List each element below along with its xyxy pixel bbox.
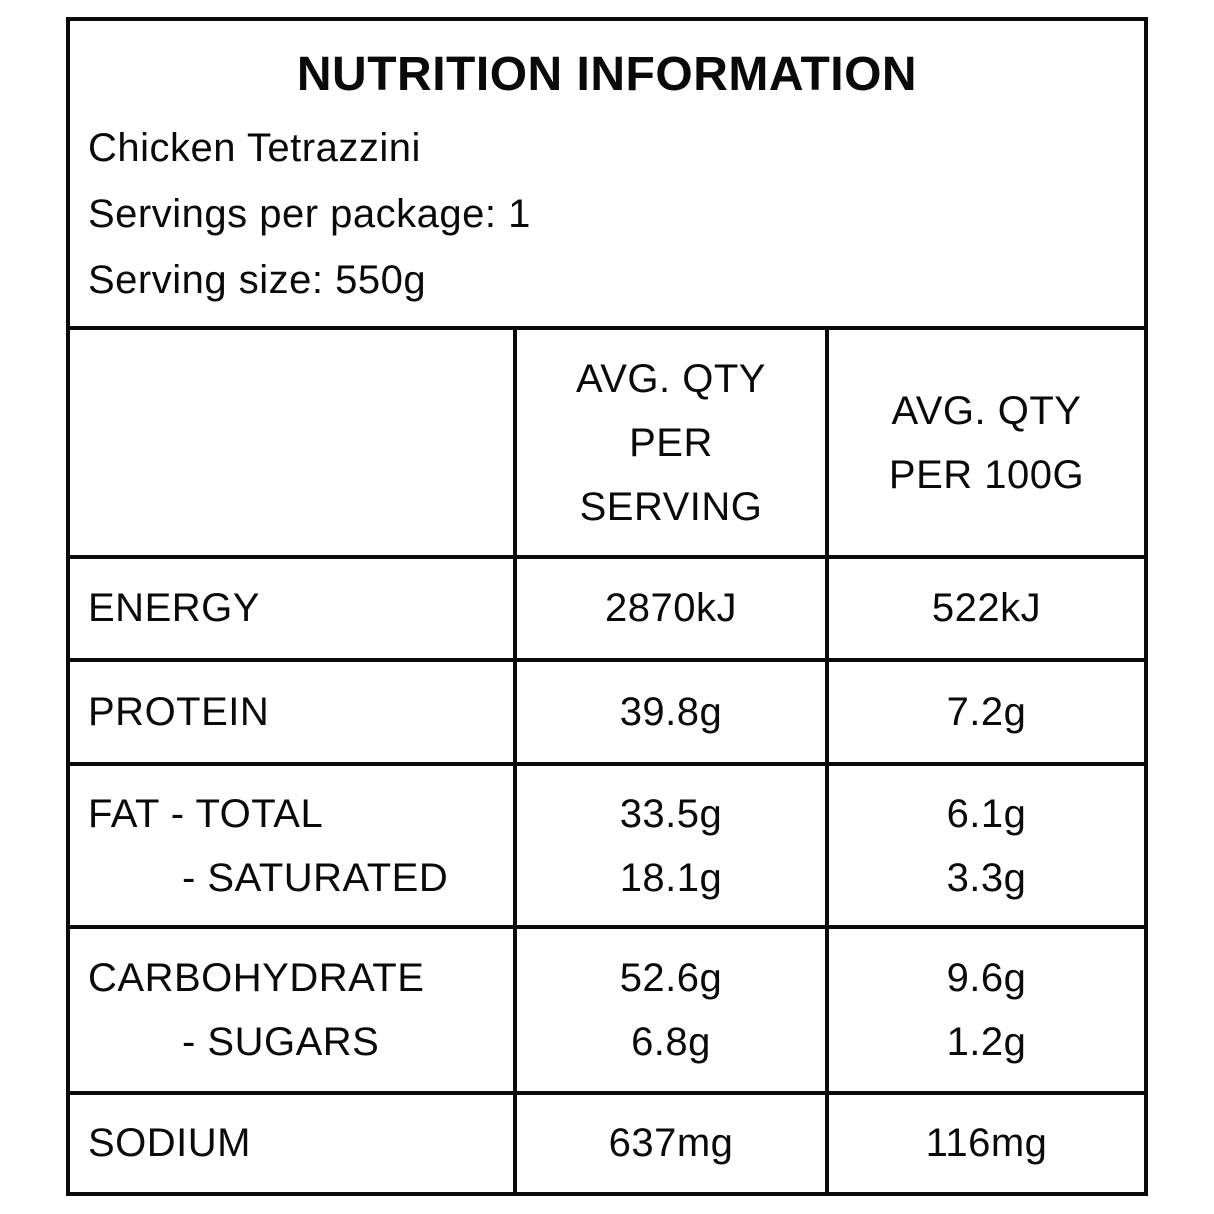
per-100g-cell: 7.2g <box>825 662 1144 762</box>
nutrition-label: NUTRITION INFORMATION Chicken Tetrazzini… <box>66 17 1148 1196</box>
carbohydrate-label: CARBOHYDRATE <box>88 956 425 1000</box>
label-title: NUTRITION INFORMATION <box>296 48 918 101</box>
nutrient-label-cell: PROTEIN <box>88 689 270 734</box>
per-serving-column-header: AVG. QTY PER SERVING <box>513 330 825 555</box>
per-100g-column-header: AVG. QTY PER 100G <box>825 330 1144 555</box>
per-serving-cell: 2870kJ <box>513 559 825 658</box>
row-carbohydrate: CARBOHYDRATE - SUGARS 52.6g 6.8g 9.6g 1.… <box>70 925 1144 1091</box>
fat-total-per-100g: 6.1g <box>946 791 1027 836</box>
sugars-per-serving: 6.8g <box>631 1020 711 1064</box>
nutrient-label-cell: SODIUM <box>88 1121 251 1165</box>
per-100g-cell: 522kJ <box>825 559 1144 658</box>
servings-per-package: Servings per package: 1 <box>88 192 531 236</box>
carbohydrate-per-100g: 9.6g <box>946 956 1027 1000</box>
nutrient-label-cell: ENERGY <box>88 586 260 630</box>
row-protein: PROTEIN 39.8g 7.2g <box>70 658 1144 762</box>
product-name: Chicken Tetrazzini <box>88 126 421 170</box>
per-serving-cell: 52.6g 6.8g <box>513 929 825 1091</box>
fat-saturated-per-serving: 18.1g <box>619 855 723 900</box>
fat-saturated-per-100g: 3.3g <box>946 855 1027 900</box>
nutrient-label-cell: CARBOHYDRATE - SUGARS <box>70 929 513 1091</box>
carbohydrate-sugars-label: - SUGARS <box>182 1020 380 1064</box>
carbohydrate-per-serving: 52.6g <box>619 956 723 1000</box>
fat-total-label: FAT - TOTAL <box>88 791 324 836</box>
per-100g-cell: 116mg <box>825 1095 1144 1192</box>
row-fat: FAT - TOTAL - SATURATED 33.5g 18.1g 6.1g… <box>70 762 1144 925</box>
per-serving-cell: 33.5g 18.1g <box>513 766 825 925</box>
nutrient-column-header <box>70 330 513 555</box>
table-header-row: AVG. QTY PER SERVING AVG. QTY PER 100G <box>70 326 1144 555</box>
fat-saturated-label: - SATURATED <box>182 855 449 900</box>
per-serving-cell: 637mg <box>513 1095 825 1192</box>
row-energy: ENERGY 2870kJ 522kJ <box>70 555 1144 658</box>
fat-total-per-serving: 33.5g <box>619 791 723 836</box>
per-100g-cell: 6.1g 3.3g <box>825 766 1144 925</box>
label-header: NUTRITION INFORMATION Chicken Tetrazzini… <box>70 21 1144 326</box>
serving-size: Serving size: 550g <box>88 258 427 302</box>
nutrition-table: AVG. QTY PER SERVING AVG. QTY PER 100G E… <box>70 326 1144 1192</box>
sugars-per-100g: 1.2g <box>946 1020 1027 1064</box>
per-100g-cell: 9.6g 1.2g <box>825 929 1144 1091</box>
row-sodium: SODIUM 637mg 116mg <box>70 1091 1144 1192</box>
per-serving-cell: 39.8g <box>513 662 825 762</box>
nutrient-label-cell: FAT - TOTAL - SATURATED <box>70 766 513 925</box>
